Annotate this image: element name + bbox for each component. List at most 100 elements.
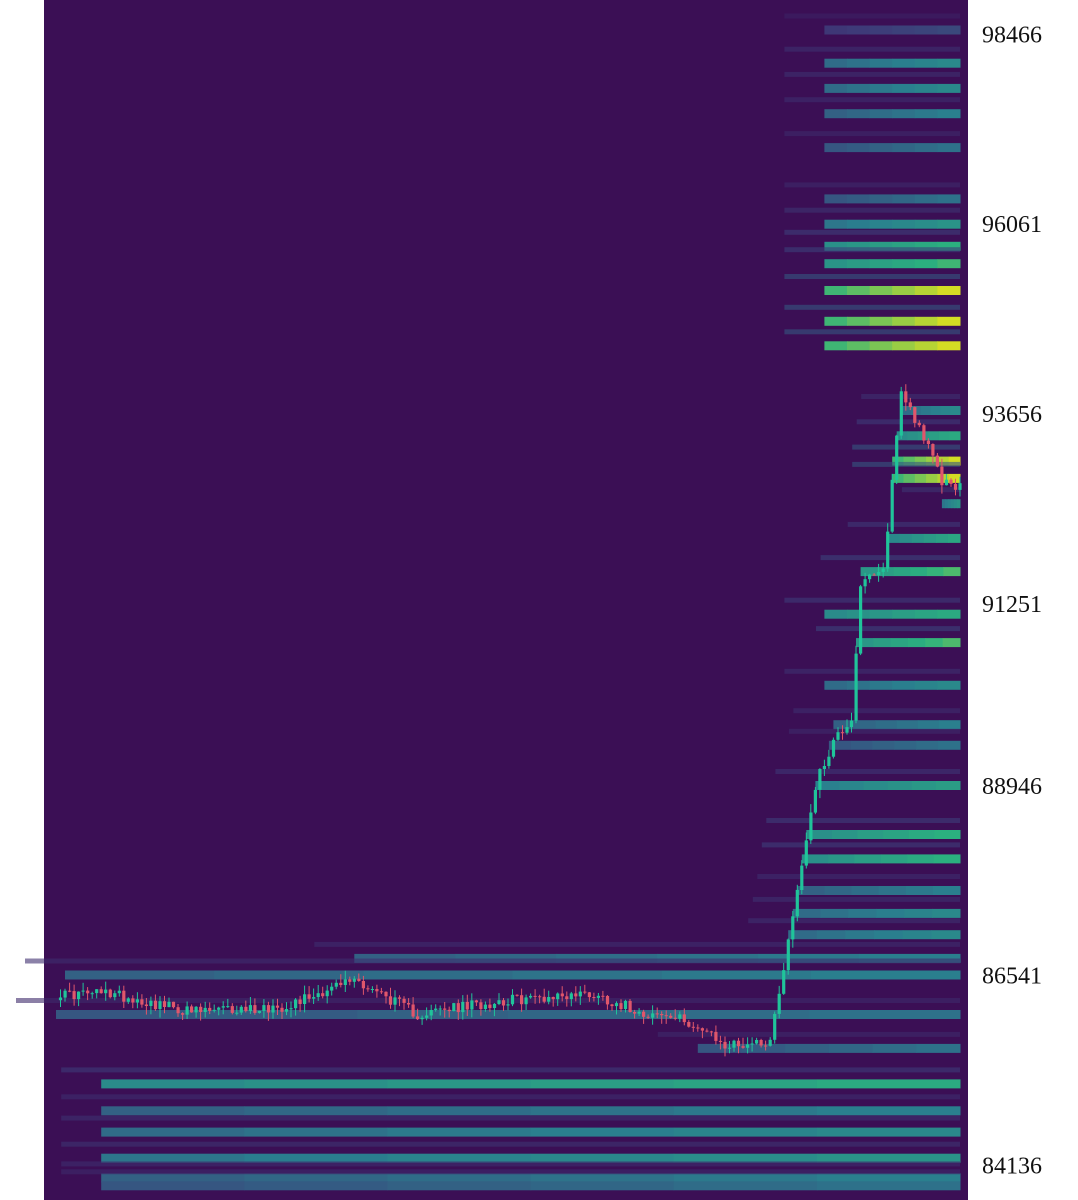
- liquidity-level-bar: [914, 241, 938, 251]
- liquidity-level-bar: [869, 143, 893, 153]
- liquidity-level-bar: [892, 143, 916, 153]
- liquidity-level-bar: [907, 431, 919, 441]
- candle-body: [447, 1009, 451, 1012]
- candle-body: [755, 1040, 759, 1044]
- candle-body: [425, 1015, 429, 1018]
- liquidity-level-bar: [902, 930, 932, 940]
- candle-body: [402, 998, 406, 1003]
- liquidity-level-bar: [512, 970, 663, 980]
- candle-body: [275, 1005, 280, 1008]
- candle-body: [877, 572, 881, 576]
- liquidity-level-bar: [556, 953, 658, 963]
- liquidity-level-bar: [914, 58, 938, 68]
- candle-body: [800, 865, 804, 890]
- candle-body: [113, 993, 117, 998]
- candle-body: [126, 998, 130, 1002]
- liquidity-level-bar: [847, 680, 871, 690]
- candle-body: [438, 1008, 442, 1010]
- liquidity-level-bar: [937, 609, 961, 619]
- liquidity-level-bar: [894, 740, 917, 750]
- candle-body: [908, 402, 912, 408]
- candle-body: [384, 991, 388, 997]
- candle-body: [605, 996, 610, 1005]
- liquidity-level-bar: [673, 1181, 818, 1191]
- candle-body: [827, 756, 831, 766]
- candle-body: [890, 479, 894, 532]
- candle-body: [700, 1028, 704, 1031]
- liquidity-level-bar: [831, 830, 858, 839]
- candle-body: [678, 1014, 682, 1019]
- candle-body: [673, 1017, 677, 1019]
- candle-body: [849, 720, 854, 728]
- candle-body: [642, 1011, 646, 1017]
- candle-body: [822, 766, 826, 769]
- candle-body: [768, 1039, 772, 1046]
- liquidity-level-bar: [908, 638, 926, 648]
- liquidity-level-bar: [933, 854, 961, 864]
- liquidity-level-bar: [847, 109, 871, 119]
- liquidity-level-bar: [455, 953, 557, 963]
- liquidity-level-bar: [926, 567, 944, 577]
- liquidity-level-bar: [948, 456, 961, 466]
- liquidity-level-bar: [801, 854, 829, 864]
- liquidity-level-ghost: [784, 274, 960, 279]
- liquidity-level-bar: [530, 1106, 675, 1116]
- liquidity-level-bar: [944, 499, 949, 509]
- liquidity-level-bar: [905, 886, 934, 895]
- liquidity-level-ghost: [788, 728, 960, 734]
- liquidity-level-bar: [824, 143, 848, 153]
- liquidity-level-bar: [101, 1181, 245, 1191]
- candle-body: [153, 1000, 158, 1010]
- candle-body: [108, 989, 112, 998]
- candle-body: [895, 435, 899, 480]
- liquidity-level-bar: [824, 286, 848, 295]
- liquidity-level-bar: [869, 680, 893, 690]
- candle-body: [266, 1005, 271, 1013]
- candle-body: [587, 992, 591, 998]
- liquidity-level-bar: [387, 1106, 532, 1116]
- candle-body: [429, 1010, 433, 1016]
- liquidity-level-ghost: [861, 394, 960, 399]
- liquidity-level-bar: [899, 533, 913, 543]
- liquidity-level-bar: [847, 286, 871, 295]
- liquidity-level-bar: [809, 1010, 961, 1019]
- candle-body: [334, 982, 338, 987]
- liquidity-level-bar: [926, 456, 938, 466]
- liquidity-level-bar: [887, 533, 901, 543]
- candle-body: [614, 1003, 619, 1007]
- liquidity-level-ghost: [784, 597, 960, 603]
- candle-body: [194, 1006, 198, 1013]
- liquidity-level-bar: [833, 720, 855, 730]
- liquidity-level-bar: [914, 25, 938, 35]
- liquidity-level-ghost: [752, 896, 960, 902]
- liquidity-level-bar: [926, 473, 938, 483]
- liquidity-level-bar: [892, 286, 916, 295]
- liquidity-level-bar: [916, 740, 939, 750]
- candle-body: [298, 999, 302, 1004]
- liquidity-level-bar: [903, 456, 916, 466]
- candle-body: [646, 1016, 650, 1018]
- liquidity-level-bar: [892, 241, 916, 251]
- liquidity-level-bar: [904, 908, 933, 918]
- candle-body: [922, 425, 926, 441]
- candle-body: [881, 568, 885, 572]
- candle-body: [610, 1004, 614, 1007]
- liquidity-level-bar: [847, 241, 871, 251]
- candle-body: [949, 479, 953, 484]
- liquidity-level-bar: [387, 1181, 532, 1191]
- candle-body: [529, 995, 533, 998]
- liquidity-level-ghost: [61, 1169, 960, 1175]
- y-tick-label: 84136: [982, 1154, 1042, 1180]
- liquidity-level-bar: [851, 886, 880, 895]
- candle-body: [68, 990, 72, 992]
- liquidity-level-ghost: [61, 1094, 960, 1100]
- liquidity-level-bar: [932, 908, 961, 918]
- liquidity-level-bar: [244, 1079, 388, 1089]
- liquidity-level-bar: [214, 970, 364, 980]
- liquidity-level-bar: [896, 720, 919, 730]
- liquidity-level-bar: [847, 143, 871, 153]
- liquidity-level-bar: [910, 567, 928, 577]
- candle-body: [434, 1008, 438, 1010]
- candle-body: [393, 997, 397, 1005]
- liquidity-level-bar: [872, 740, 895, 750]
